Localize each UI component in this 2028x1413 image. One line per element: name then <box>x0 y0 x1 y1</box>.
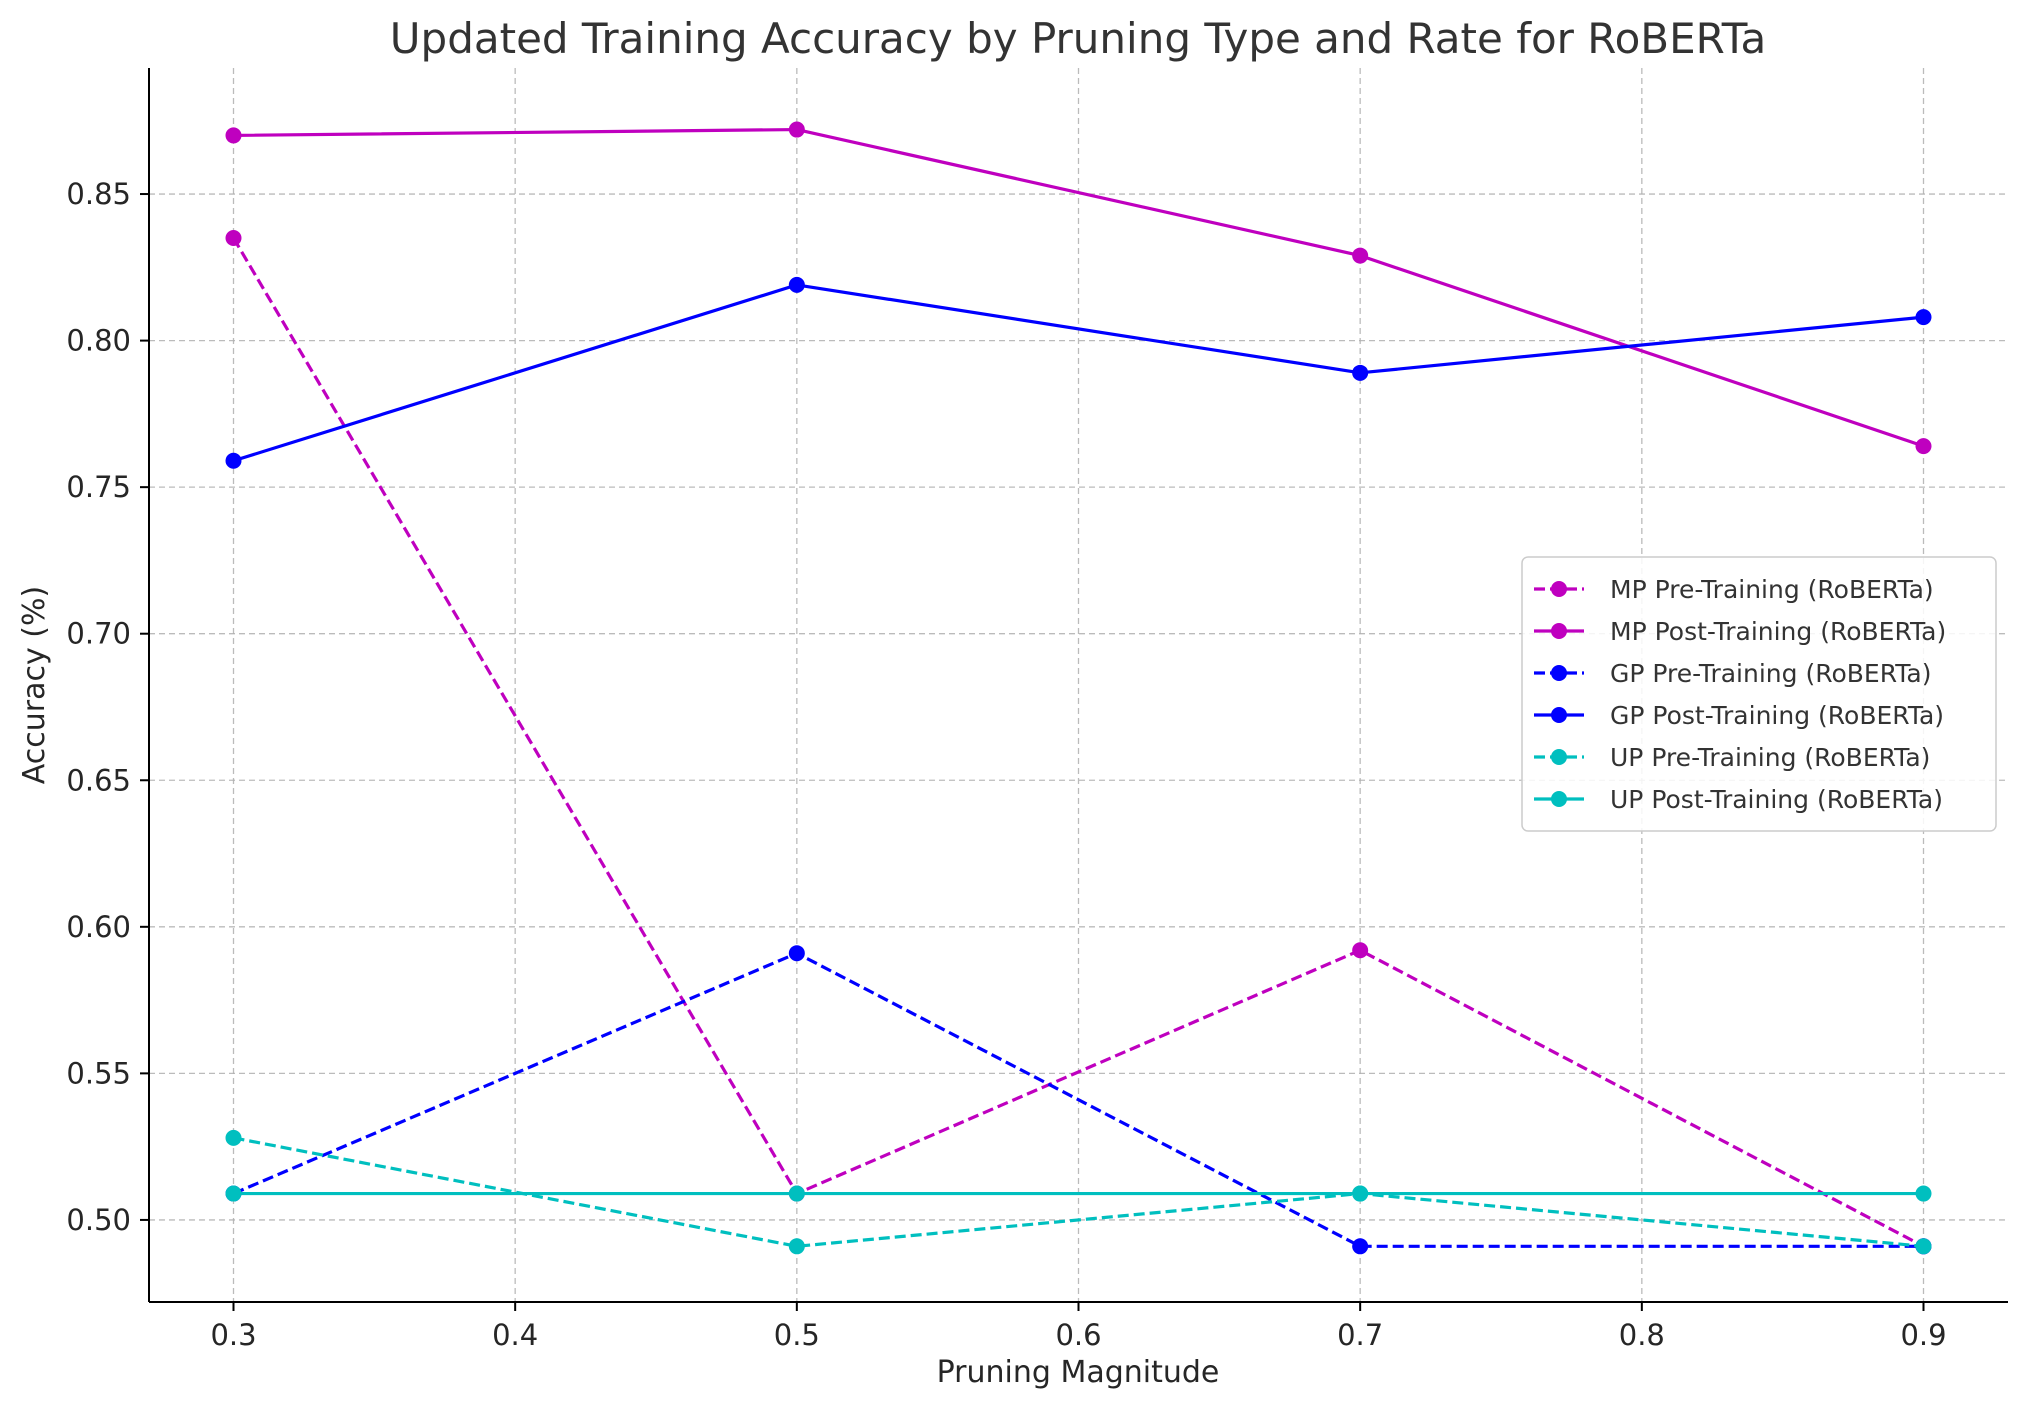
x-tick-label: 0.5 <box>774 1318 820 1352</box>
y-tick-label: 0.85 <box>66 177 131 211</box>
legend-label: MP Pre-Training (RoBERTa) <box>1610 575 1934 604</box>
axes <box>140 68 2008 1311</box>
data-point <box>225 1129 242 1146</box>
legend-box <box>1521 556 1997 832</box>
legend-entry: UP Pre-Training (RoBERTa) <box>1534 743 1930 772</box>
y-tick-label: 0.75 <box>66 470 131 504</box>
data-point <box>1352 247 1369 264</box>
data-point <box>788 1238 805 1255</box>
legend: MP Pre-Training (RoBERTa) MP Post-Trainin… <box>1521 556 1997 832</box>
data-point <box>1352 942 1369 959</box>
legend-entry: GP Pre-Training (RoBERTa) <box>1534 659 1931 688</box>
data-point <box>225 452 242 469</box>
data-point <box>1352 364 1369 381</box>
x-tick-label: 0.7 <box>1337 1318 1383 1352</box>
legend-label: GP Pre-Training (RoBERTa) <box>1610 659 1931 688</box>
legend-label: UP Post-Training (RoBERTa) <box>1610 785 1943 814</box>
data-series <box>225 121 1932 1255</box>
x-tick-label: 0.4 <box>492 1318 538 1352</box>
y-axis-label: Accuracy (%) <box>17 586 52 784</box>
legend-label: UP Pre-Training (RoBERTa) <box>1610 743 1930 772</box>
legend-label: GP Post-Training (RoBERTa) <box>1610 701 1944 730</box>
legend-entry: GP Post-Training (RoBERTa) <box>1534 701 1944 730</box>
x-tick-label: 0.6 <box>1055 1318 1101 1352</box>
legend-marker <box>1551 665 1567 681</box>
series-line <box>233 127 1925 448</box>
legend-marker <box>1551 749 1567 765</box>
series-1 <box>225 121 1932 455</box>
series-line <box>232 237 1925 1248</box>
legend-marker <box>1551 623 1567 639</box>
legend-marker <box>1551 791 1567 807</box>
y-tick-label: 0.80 <box>66 324 131 358</box>
legend-marker <box>1551 707 1567 723</box>
y-tick-label: 0.70 <box>66 617 131 651</box>
data-point <box>1915 1185 1932 1202</box>
x-tick-label: 0.8 <box>1619 1318 1665 1352</box>
data-point <box>225 230 242 247</box>
legend-entry: MP Post-Training (RoBERTa) <box>1534 617 1946 646</box>
series-5 <box>225 1185 1932 1202</box>
data-point <box>225 127 242 144</box>
y-tick-label: 0.55 <box>66 1056 131 1090</box>
series-line <box>232 951 1924 1248</box>
x-axis-label: Pruning Magnitude <box>937 1355 1220 1390</box>
data-point <box>788 121 805 138</box>
data-point <box>1352 1185 1369 1202</box>
grid-lines <box>149 68 2008 1302</box>
chart-title: Updated Training Accuracy by Pruning Typ… <box>390 14 1766 63</box>
data-point <box>788 1185 805 1202</box>
tick-labels: 0.3 0.4 0.5 0.6 0.7 0.8 0.9 0.50 0.55 0.60 0.65 0.7… <box>66 177 1946 1352</box>
y-tick-label: 0.50 <box>66 1203 131 1237</box>
series-line <box>233 1136 1924 1248</box>
y-tick-label: 0.60 <box>66 910 131 944</box>
y-tick-label: 0.65 <box>66 763 131 797</box>
data-point <box>1915 1238 1932 1255</box>
data-point <box>1915 309 1932 326</box>
data-point <box>788 276 805 293</box>
x-tick-label: 0.3 <box>210 1318 256 1352</box>
data-point <box>788 945 805 962</box>
x-tick-label: 0.9 <box>1900 1318 1946 1352</box>
data-point <box>1352 1238 1369 1255</box>
legend-entry: UP Post-Training (RoBERTa) <box>1534 785 1943 814</box>
legend-marker <box>1551 581 1567 597</box>
legend-entry: MP Pre-Training (RoBERTa) <box>1534 575 1934 604</box>
legend-label: MP Post-Training (RoBERTa) <box>1610 617 1946 646</box>
data-point <box>225 1185 242 1202</box>
data-point <box>1915 438 1932 455</box>
series-line <box>233 283 1924 463</box>
series-3 <box>225 276 1932 469</box>
